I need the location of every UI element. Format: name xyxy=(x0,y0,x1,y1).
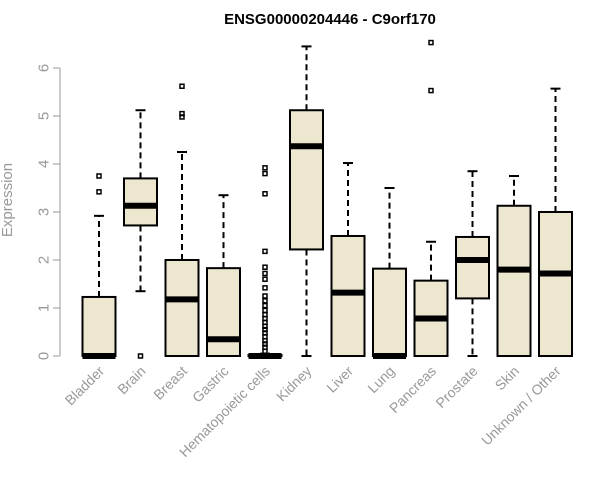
x-tick-label: Lung xyxy=(364,363,397,396)
outlier-point xyxy=(262,298,268,304)
box-brain xyxy=(123,109,158,359)
y-tick-label: 5 xyxy=(36,112,53,120)
outlier-point xyxy=(179,83,185,89)
box-iqr xyxy=(455,235,490,300)
box-iqr xyxy=(164,259,200,357)
outlier-point xyxy=(262,170,268,177)
x-tick-label: Skin xyxy=(492,363,523,394)
box-pancreas xyxy=(413,39,449,358)
box-bladder xyxy=(81,173,117,359)
y-tick-label: 4 xyxy=(36,160,53,168)
outlier-point xyxy=(428,87,434,94)
y-tick-label: 1 xyxy=(36,304,53,312)
box-hematopoietic-cells xyxy=(247,165,283,359)
outlier-point xyxy=(262,248,268,255)
x-tick-label: Breast xyxy=(150,363,190,403)
y-tick-label: 2 xyxy=(36,256,53,264)
outlier-point xyxy=(262,165,268,171)
box-iqr xyxy=(496,204,532,357)
outlier-point xyxy=(262,302,268,309)
box-skin xyxy=(496,175,532,357)
x-tick-label: Unknown / Other xyxy=(478,363,564,449)
outlier-point xyxy=(179,110,185,117)
chart-title: ENSG00000204446 - C9orf170 xyxy=(224,11,436,28)
outlier-point xyxy=(262,285,268,291)
outlier-point xyxy=(137,353,144,359)
outlier-point xyxy=(262,276,268,282)
outlier-point xyxy=(96,173,102,179)
x-tick-label: Brain xyxy=(114,363,148,397)
outlier-point xyxy=(96,189,102,195)
box-iqr xyxy=(123,177,158,227)
x-tick-label: Liver xyxy=(323,363,356,396)
x-tick-label: Bladder xyxy=(62,363,108,409)
plot-area xyxy=(81,39,573,359)
y-axis: 0 1 2 3 4 5 6 xyxy=(36,64,61,360)
box-iqr xyxy=(81,295,117,357)
box-gastric xyxy=(206,194,241,357)
box-kidney xyxy=(289,45,324,357)
box-iqr xyxy=(330,235,366,357)
box-prostate xyxy=(455,170,490,357)
y-axis-label: Expression xyxy=(0,163,16,237)
box-iqr xyxy=(289,109,324,251)
outlier-point xyxy=(262,307,268,314)
outlier-point xyxy=(428,39,434,46)
outlier-point xyxy=(262,270,268,277)
box-liver xyxy=(330,162,366,357)
y-tick-label: 0 xyxy=(36,352,53,360)
x-tick-label: Kidney xyxy=(273,363,315,405)
box-iqr xyxy=(206,267,241,357)
y-tick-label: 3 xyxy=(36,208,53,216)
outlier-point xyxy=(262,293,268,299)
x-tick-label: Prostate xyxy=(432,363,480,411)
box-unknown-other xyxy=(538,87,573,357)
box-lung xyxy=(372,187,407,359)
outlier-point xyxy=(262,191,268,197)
y-tick-label: 6 xyxy=(36,64,53,72)
box-breast xyxy=(164,83,200,357)
outlier-point xyxy=(262,264,268,270)
outlier-point xyxy=(262,311,268,318)
box-iqr xyxy=(372,267,407,358)
box-iqr xyxy=(538,211,573,357)
